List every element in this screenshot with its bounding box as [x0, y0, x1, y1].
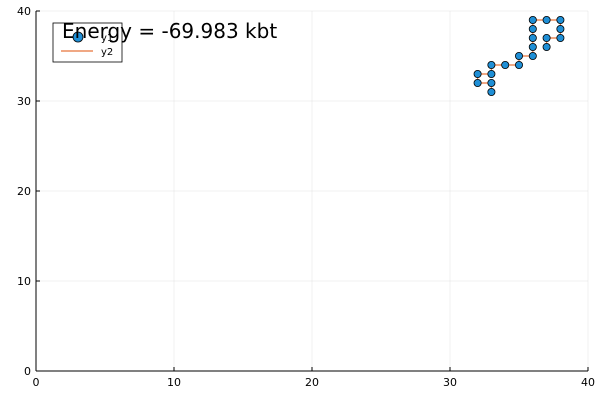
- legend-label-y1: y1: [101, 33, 113, 44]
- x-tick-label: 40: [581, 376, 595, 389]
- axes: 0 10 20 30 40 0 10 20 30 40: [17, 5, 595, 389]
- y-tick-label: 0: [24, 365, 31, 378]
- data-point: [542, 15, 551, 24]
- y-tick-label: 20: [17, 185, 31, 198]
- x-tick-label: 10: [167, 376, 181, 389]
- data-point: [487, 88, 496, 97]
- legend-box: [52, 22, 123, 63]
- data-point: [542, 43, 551, 52]
- data-point: [473, 79, 482, 88]
- x-tick-label: 0: [33, 376, 40, 389]
- data-point: [515, 61, 524, 70]
- data-point: [528, 52, 537, 61]
- x-tick-label: 20: [305, 376, 319, 389]
- data-point: [487, 70, 496, 79]
- data-point: [528, 24, 537, 33]
- x-tick-label: 30: [443, 376, 457, 389]
- data-point: [556, 34, 565, 43]
- data-point: [542, 34, 551, 43]
- y-tick-label: 10: [17, 275, 31, 288]
- data-point: [556, 15, 565, 24]
- data-point: [528, 34, 537, 43]
- data-point: [501, 61, 510, 70]
- data-point: [528, 43, 537, 52]
- data-point: [556, 24, 565, 33]
- legend-marker-y1: [72, 31, 84, 43]
- data-point: [515, 52, 524, 61]
- energy-annotation: Energy = -69.983 kbt: [62, 19, 277, 43]
- legend-label-y2: y2: [101, 47, 113, 58]
- data-point: [487, 79, 496, 88]
- data-point: [473, 70, 482, 79]
- data-point: [528, 15, 537, 24]
- y-tick-label: 30: [17, 95, 31, 108]
- data-point: [487, 61, 496, 70]
- scatter-series: [473, 15, 565, 97]
- y-tick-label: 40: [17, 5, 31, 18]
